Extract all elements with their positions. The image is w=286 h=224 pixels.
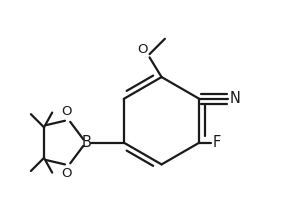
Text: O: O bbox=[62, 105, 72, 118]
Text: F: F bbox=[213, 135, 221, 150]
Text: B: B bbox=[82, 135, 92, 150]
Text: O: O bbox=[137, 43, 148, 56]
Text: O: O bbox=[62, 167, 72, 180]
Text: N: N bbox=[230, 91, 241, 106]
